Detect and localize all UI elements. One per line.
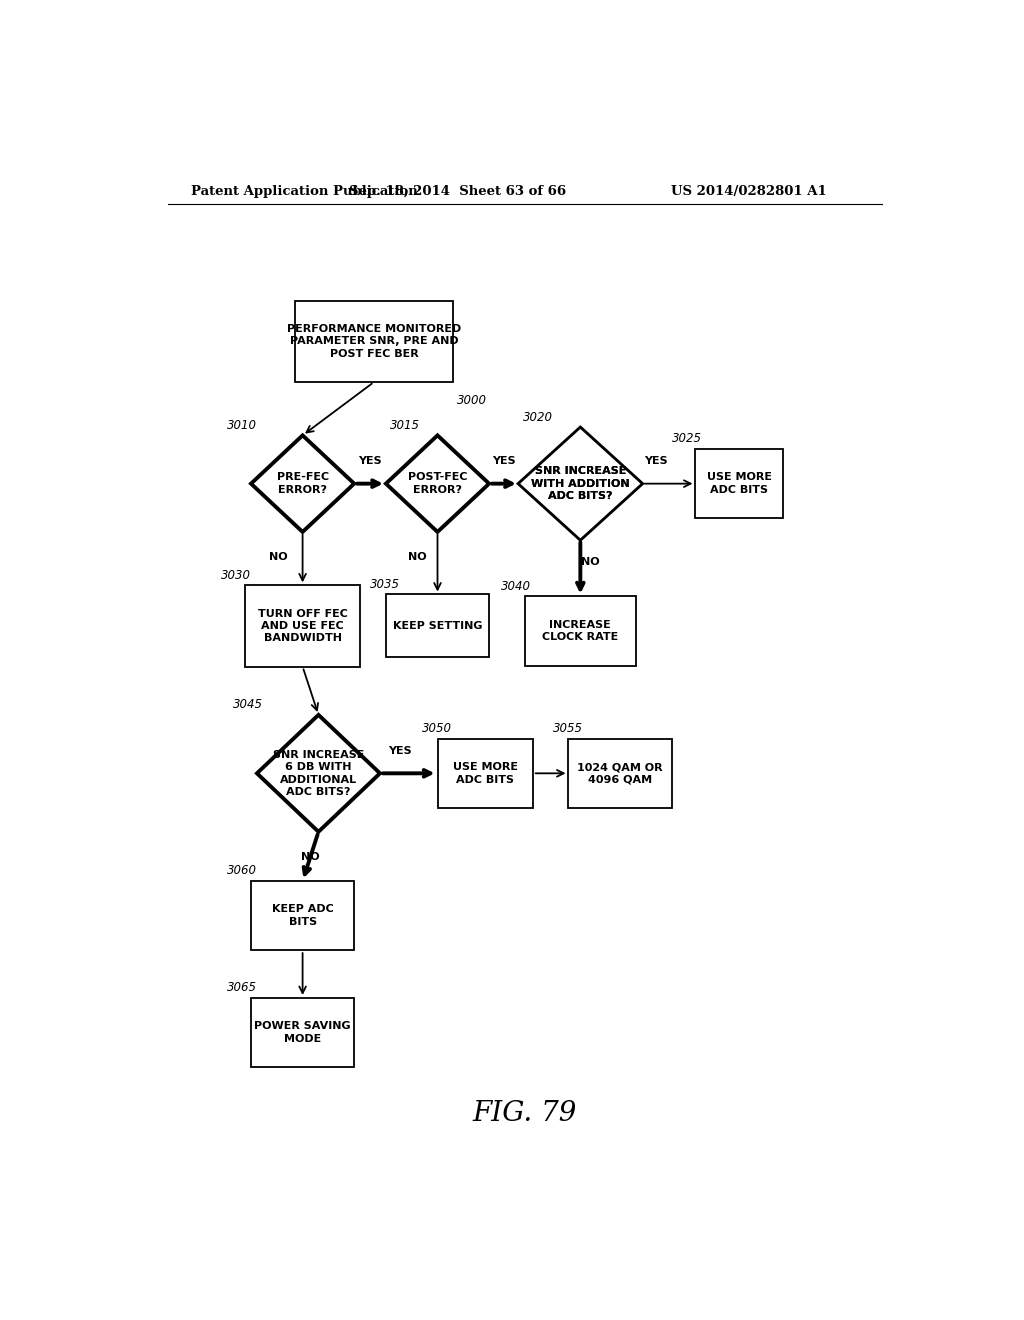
FancyBboxPatch shape xyxy=(695,449,782,519)
Text: USE MORE
ADC BITS: USE MORE ADC BITS xyxy=(453,762,517,784)
Text: INCREASE
CLOCK RATE: INCREASE CLOCK RATE xyxy=(543,620,618,643)
Text: 3040: 3040 xyxy=(501,579,531,593)
FancyBboxPatch shape xyxy=(386,594,489,657)
Text: KEEP SETTING: KEEP SETTING xyxy=(393,620,482,631)
FancyBboxPatch shape xyxy=(568,739,672,808)
Text: USE MORE
ADC BITS: USE MORE ADC BITS xyxy=(707,473,771,495)
Text: 3015: 3015 xyxy=(390,418,420,432)
Text: Patent Application Publication: Patent Application Publication xyxy=(191,185,418,198)
Text: 3045: 3045 xyxy=(233,698,263,711)
Text: Sep. 18, 2014  Sheet 63 of 66: Sep. 18, 2014 Sheet 63 of 66 xyxy=(349,185,566,198)
FancyBboxPatch shape xyxy=(295,301,454,381)
Polygon shape xyxy=(519,428,642,540)
Text: YES: YES xyxy=(493,457,516,466)
Text: NO: NO xyxy=(409,552,427,562)
Text: PRE-FEC
ERROR?: PRE-FEC ERROR? xyxy=(276,473,329,495)
Text: 3065: 3065 xyxy=(227,981,257,994)
Polygon shape xyxy=(519,428,642,540)
Text: SNR INCREASE
WITH ADDITION
ADC BITS?: SNR INCREASE WITH ADDITION ADC BITS? xyxy=(531,466,630,502)
FancyBboxPatch shape xyxy=(524,597,636,665)
FancyBboxPatch shape xyxy=(245,585,360,667)
FancyBboxPatch shape xyxy=(251,998,354,1067)
FancyBboxPatch shape xyxy=(251,880,354,950)
Text: SNR INCREASE
6 DB WITH
ADDITIONAL
ADC BITS?: SNR INCREASE 6 DB WITH ADDITIONAL ADC BI… xyxy=(272,750,365,797)
Polygon shape xyxy=(257,715,380,832)
Text: NO: NO xyxy=(269,552,288,562)
Text: 3000: 3000 xyxy=(458,393,487,407)
Text: 3030: 3030 xyxy=(221,569,251,582)
FancyBboxPatch shape xyxy=(437,739,532,808)
Text: NO: NO xyxy=(581,557,599,566)
Text: 3020: 3020 xyxy=(523,411,553,424)
Text: 3010: 3010 xyxy=(227,418,257,432)
Text: YES: YES xyxy=(358,457,382,466)
Polygon shape xyxy=(251,436,354,532)
Text: NO: NO xyxy=(301,853,319,862)
Text: PERFORMANCE MONITORED
PARAMETER SNR, PRE AND
POST FEC BER: PERFORMANCE MONITORED PARAMETER SNR, PRE… xyxy=(287,323,461,359)
Text: 3050: 3050 xyxy=(422,722,452,735)
Text: 3035: 3035 xyxy=(370,578,400,591)
Text: KEEP ADC
BITS: KEEP ADC BITS xyxy=(271,904,334,927)
Text: TURN OFF FEC
AND USE FEC
BANDWIDTH: TURN OFF FEC AND USE FEC BANDWIDTH xyxy=(258,609,347,643)
Text: 3060: 3060 xyxy=(227,865,257,878)
Text: FIG. 79: FIG. 79 xyxy=(473,1101,577,1127)
Text: SNR INCREASE
WITH ADDITION
ADC BITS?: SNR INCREASE WITH ADDITION ADC BITS? xyxy=(531,466,630,502)
Text: 3025: 3025 xyxy=(672,433,701,445)
Text: POST-FEC
ERROR?: POST-FEC ERROR? xyxy=(408,473,467,495)
Text: YES: YES xyxy=(644,457,668,466)
Text: 3055: 3055 xyxy=(553,722,583,735)
Text: YES: YES xyxy=(388,746,412,756)
Polygon shape xyxy=(386,436,489,532)
Text: 1024 QAM OR
4096 QAM: 1024 QAM OR 4096 QAM xyxy=(578,762,663,784)
Text: POWER SAVING
MODE: POWER SAVING MODE xyxy=(254,1022,351,1044)
Text: US 2014/0282801 A1: US 2014/0282801 A1 xyxy=(671,185,826,198)
